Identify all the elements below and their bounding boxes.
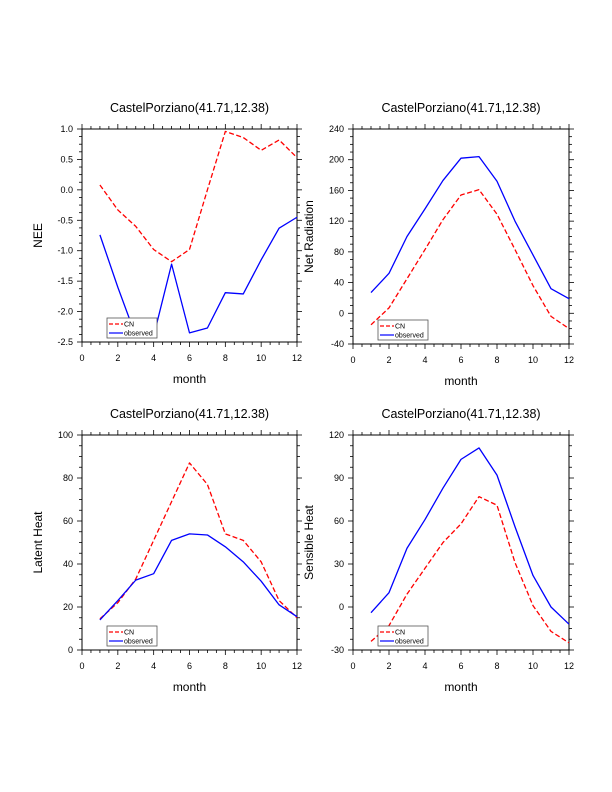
x-axis-label: month (173, 680, 206, 694)
series-line-observed (370, 155, 570, 300)
x-tick-label: 2 (386, 355, 391, 365)
chart-panel-2: CastelPorziano(41.71,12.38) 0 2 4 6 8 10 12 -40 0… (302, 101, 574, 388)
x-axis-label: month (444, 374, 477, 388)
legend-label-cn: CN (124, 322, 134, 329)
series-line-cn (99, 462, 298, 620)
y-tick-label: 20 (63, 602, 73, 612)
x-tick-label: 4 (422, 355, 427, 365)
y-axis-label: Sensible Heat (302, 504, 316, 579)
x-tick-label: 6 (458, 355, 463, 365)
x-tick-label: 12 (292, 353, 302, 363)
x-tick-label: 4 (422, 661, 427, 671)
legend-label-observed: observed (124, 639, 153, 646)
y-tick-label: 60 (63, 516, 73, 526)
y-tick-label: 100 (58, 430, 73, 440)
legend-label-cn: CN (395, 324, 405, 331)
x-tick-label: 10 (528, 355, 538, 365)
x-tick-label: 0 (350, 355, 355, 365)
legend: CN observed (377, 625, 429, 647)
y-tick-label: 120 (329, 430, 344, 440)
y-tick-label: 80 (63, 473, 73, 483)
legend-label-cn: CN (124, 630, 134, 637)
y-tick-label: 40 (334, 278, 344, 288)
chart-title: CastelPorziano(41.71,12.38) (110, 101, 269, 115)
x-tick-label: 10 (256, 353, 266, 363)
chart-title: CastelPorziano(41.71,12.38) (381, 101, 540, 115)
series-line-cn (99, 130, 298, 263)
x-axis-label: month (444, 680, 477, 694)
plot-frame (352, 434, 570, 651)
x-tick-label: 0 (350, 661, 355, 671)
legend-label-observed: observed (395, 639, 424, 646)
x-tick-label: 10 (256, 661, 266, 671)
y-tick-label: -1.0 (57, 246, 73, 256)
x-tick-label: 6 (187, 353, 192, 363)
y-axis-label: Latent Heat (31, 511, 45, 574)
legend: CN observed (106, 625, 158, 647)
y-tick-label: -0.5 (57, 215, 73, 225)
x-tick-label: 0 (79, 661, 84, 671)
legend: CN observed (106, 317, 158, 339)
y-tick-label: 80 (334, 247, 344, 257)
series-line-observed (370, 447, 570, 625)
y-tick-label: -30 (331, 645, 344, 655)
x-tick-label: 2 (386, 661, 391, 671)
x-tick-label: 12 (564, 661, 574, 671)
plot-frame (81, 434, 298, 651)
y-tick-label: 240 (329, 124, 344, 134)
x-tick-label: 12 (564, 355, 574, 365)
x-tick-label: 8 (494, 661, 499, 671)
y-tick-label: 0 (339, 602, 344, 612)
series-line-observed (99, 533, 298, 621)
x-tick-label: 0 (79, 353, 84, 363)
legend: CN observed (377, 319, 429, 341)
y-tick-label: 0.0 (60, 185, 73, 195)
x-tick-label: 2 (115, 353, 120, 363)
chart-panel-4: CastelPorziano(41.71,12.38) 0 2 4 6 8 10 12 -30 0… (302, 407, 574, 694)
y-tick-label: 120 (329, 216, 344, 226)
y-tick-label: 1.0 (60, 124, 73, 134)
series-line-cn (370, 189, 570, 330)
x-tick-label: 4 (151, 661, 156, 671)
y-tick-label: 0 (339, 308, 344, 318)
x-tick-label: 2 (115, 661, 120, 671)
y-tick-label: -2.5 (57, 337, 73, 347)
series-line-cn (370, 495, 570, 644)
y-tick-label: 160 (329, 185, 344, 195)
x-axis-label: month (173, 372, 206, 386)
legend-label-observed: observed (124, 331, 153, 338)
y-tick-label: 60 (334, 516, 344, 526)
chart-panel-1: CastelPorziano(41.71,12.38) 0 2 4 6 8 10 12 -2.5… (31, 101, 302, 386)
y-axis-label: Net Radiation (302, 200, 316, 273)
x-tick-label: 6 (187, 661, 192, 671)
chart-panel-3: CastelPorziano(41.71,12.38) 0 2 4 6 8 10 12 0 20 4… (31, 407, 302, 694)
y-tick-label: -2.0 (57, 307, 73, 317)
y-tick-label: 30 (334, 559, 344, 569)
chart-title: CastelPorziano(41.71,12.38) (381, 407, 540, 421)
x-tick-label: 8 (494, 355, 499, 365)
x-tick-label: 10 (528, 661, 538, 671)
x-tick-label: 12 (292, 661, 302, 671)
x-tick-label: 4 (151, 353, 156, 363)
x-tick-label: 8 (223, 353, 228, 363)
x-tick-label: 6 (458, 661, 463, 671)
y-tick-label: 0.5 (60, 154, 73, 164)
plot-frame (81, 128, 298, 343)
y-tick-label: -1.5 (57, 276, 73, 286)
y-tick-label: 0 (68, 645, 73, 655)
x-tick-label: 8 (223, 661, 228, 671)
y-axis-label: NEE (31, 223, 45, 248)
chart-title: CastelPorziano(41.71,12.38) (110, 407, 269, 421)
legend-label-observed: observed (395, 333, 424, 340)
legend-label-cn: CN (395, 630, 405, 637)
y-tick-label: 40 (63, 559, 73, 569)
y-tick-label: -40 (331, 339, 344, 349)
y-tick-label: 90 (334, 473, 344, 483)
y-tick-label: 200 (329, 155, 344, 165)
